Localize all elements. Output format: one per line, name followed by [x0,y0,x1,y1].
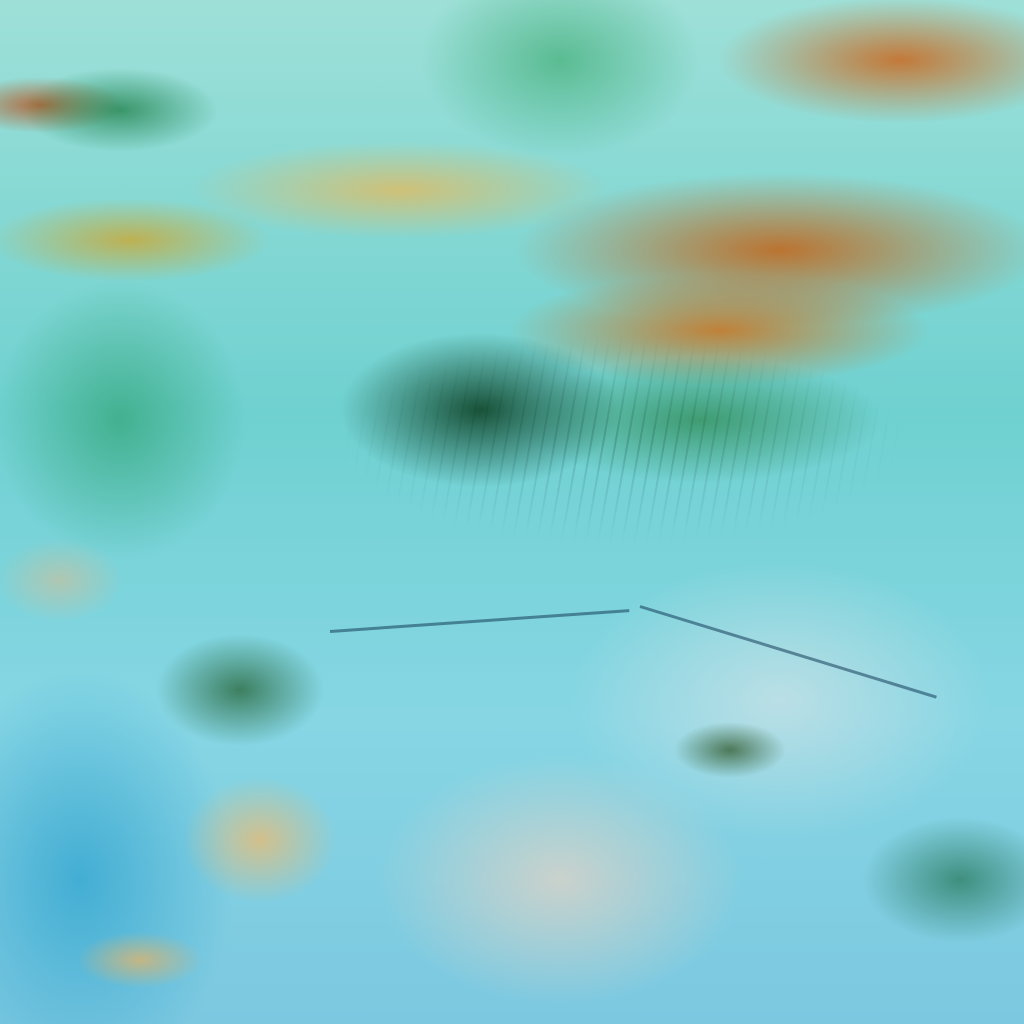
tan-patches [0,0,1024,1024]
cloud-streaks [0,0,1024,1024]
satellite-false-color-image [0,0,1024,1024]
